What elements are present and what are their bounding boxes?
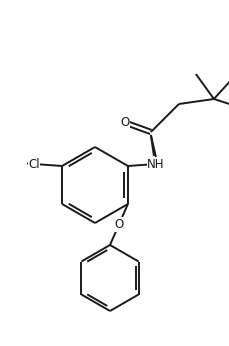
Text: O: O: [120, 117, 129, 129]
Text: Cl: Cl: [28, 157, 40, 171]
Text: O: O: [114, 218, 123, 231]
Text: NH: NH: [147, 157, 164, 171]
